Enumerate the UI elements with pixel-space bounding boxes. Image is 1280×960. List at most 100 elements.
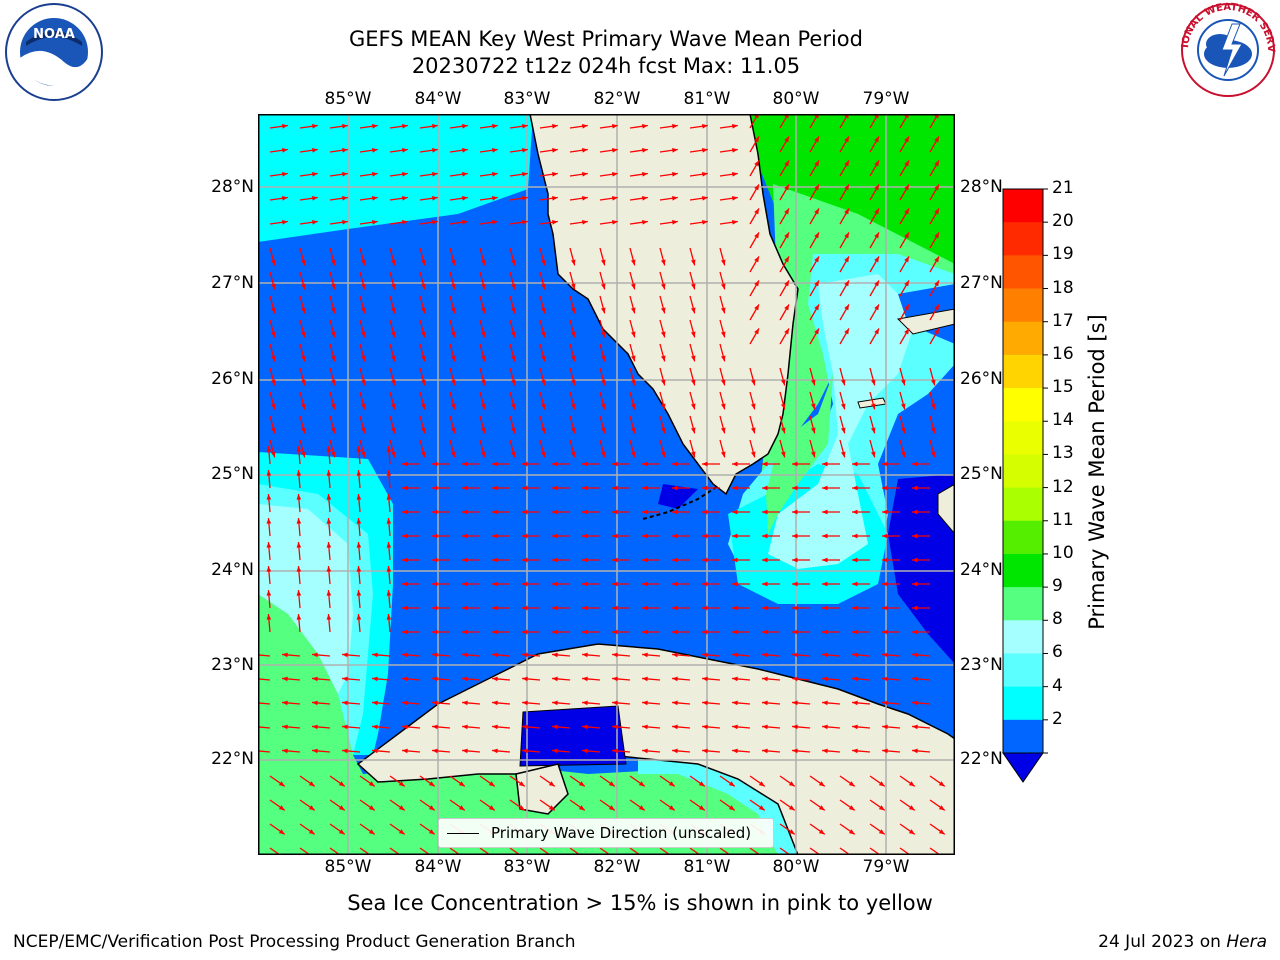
wave-direction-arrowhead xyxy=(874,232,879,239)
wave-direction-arrowhead xyxy=(660,331,666,338)
wave-direction-arrowhead xyxy=(934,160,939,167)
wave-direction-arrowhead xyxy=(762,605,768,611)
wave-direction-arrowhead xyxy=(852,700,858,706)
wave-direction-arrowhead xyxy=(510,283,516,290)
wave-direction-arrow xyxy=(258,654,271,657)
wave-direction-arrowhead xyxy=(762,509,768,515)
wave-direction-arrowhead xyxy=(612,485,618,491)
wave-direction-arrowhead xyxy=(342,219,348,225)
wave-direction-arrowhead xyxy=(672,533,678,539)
wave-direction-arrowhead xyxy=(582,219,588,225)
wave-direction-arrowhead xyxy=(480,379,486,386)
wave-direction-arrowhead xyxy=(462,605,468,611)
wave-direction-arrowhead xyxy=(540,259,546,266)
lon-label-top: 80°W xyxy=(772,89,820,109)
lat-label-left: 28°N xyxy=(211,177,254,197)
wave-direction-arrowhead xyxy=(822,605,828,611)
wave-direction-arrowhead xyxy=(904,160,909,167)
colorbar-segment xyxy=(1003,288,1043,323)
wave-direction-arrowhead xyxy=(672,171,678,177)
wave-direction-arrowhead xyxy=(702,485,708,491)
wave-direction-arrow xyxy=(629,847,642,855)
wave-direction-arrow xyxy=(509,847,522,855)
wave-direction-arrowhead xyxy=(784,256,789,263)
wave-direction-arrowhead xyxy=(792,676,798,682)
wave-direction-arrowhead xyxy=(912,629,918,635)
wave-direction-arrowhead xyxy=(612,605,618,611)
wave-direction-arrowhead xyxy=(690,403,696,410)
wave-direction-arrowhead xyxy=(912,700,918,706)
wave-direction-arrowhead xyxy=(356,518,362,524)
wave-direction-arrowhead xyxy=(296,590,302,596)
wave-direction-arrowhead xyxy=(510,451,516,458)
wave-direction-arrowhead xyxy=(312,748,318,754)
wave-direction-arrowhead xyxy=(912,652,918,658)
colorbar-tick-label: 4 xyxy=(1052,675,1063,696)
wave-direction-arrowhead xyxy=(912,724,918,730)
wave-direction-arrowhead xyxy=(844,160,849,167)
wave-direction-arrowhead xyxy=(852,485,858,491)
wave-direction-arrowhead xyxy=(930,427,936,434)
wave-direction-arrow xyxy=(809,847,822,855)
wave-direction-arrowhead xyxy=(732,461,738,467)
wave-direction-arrowhead xyxy=(552,509,558,515)
wave-direction-arrowhead xyxy=(492,219,498,225)
wave-direction-arrowhead xyxy=(844,208,849,215)
wave-direction-arrowhead xyxy=(402,123,408,129)
wave-direction-arrowhead xyxy=(390,283,396,290)
wave-direction-arrowhead xyxy=(342,171,348,177)
wave-direction-arrowhead xyxy=(356,542,362,548)
wave-direction-arrowhead xyxy=(792,509,798,515)
wave-direction-arrowhead xyxy=(702,509,708,515)
wave-direction-arrowhead xyxy=(552,581,558,587)
wave-direction-arrowhead xyxy=(750,379,756,386)
wave-direction-arrowhead xyxy=(702,652,708,658)
wave-direction-arrowhead xyxy=(844,328,849,335)
wave-direction-arrowhead xyxy=(930,451,936,458)
wave-direction-arrowhead xyxy=(642,748,648,754)
wave-direction-arrowhead xyxy=(672,748,678,754)
wave-direction-arrowhead xyxy=(312,219,318,225)
wave-direction-arrow xyxy=(569,847,582,855)
wave-direction-arrowhead xyxy=(432,557,438,563)
wave-direction-arrowhead xyxy=(844,184,849,191)
wave-direction-arrowhead xyxy=(582,605,588,611)
wave-direction-arrowhead xyxy=(672,724,678,730)
wave-direction-arrowhead xyxy=(690,283,696,290)
wave-direction-arrowhead xyxy=(690,451,696,458)
wave-direction-arrowhead xyxy=(270,451,276,458)
wave-direction-arrowhead xyxy=(642,485,648,491)
wave-direction-arrowhead xyxy=(522,700,528,706)
wave-direction-arrowhead xyxy=(522,557,528,563)
wave-direction-arrowhead xyxy=(432,171,438,177)
wave-direction-arrowhead xyxy=(522,171,528,177)
lon-label-top: 82°W xyxy=(593,89,641,109)
wave-direction-arrowhead xyxy=(844,304,849,311)
wave-direction-arrowhead xyxy=(488,805,495,811)
wave-direction-arrowhead xyxy=(732,485,738,491)
wave-direction-arrowhead xyxy=(386,470,392,476)
wave-direction-arrowhead xyxy=(356,614,362,620)
wave-direction-arrowhead xyxy=(432,605,438,611)
wave-direction-arrowhead xyxy=(432,485,438,491)
wave-direction-arrowhead xyxy=(270,379,276,386)
wave-direction-arrowhead xyxy=(672,700,678,706)
wave-direction-arrowhead xyxy=(552,533,558,539)
wave-direction-arrow xyxy=(419,847,432,855)
wave-direction-arrowhead xyxy=(338,805,345,811)
wave-direction-arrowhead xyxy=(900,403,906,410)
wave-direction-arrowhead xyxy=(660,307,666,314)
wave-direction-arrowhead xyxy=(612,509,618,515)
wave-direction-arrowhead xyxy=(360,355,366,362)
wave-direction-arrowhead xyxy=(780,451,786,458)
wave-direction-arrowhead xyxy=(792,461,798,467)
wave-direction-arrowhead xyxy=(938,781,945,787)
wave-direction-arrowhead xyxy=(762,533,768,539)
wave-direction-arrowhead xyxy=(492,700,498,706)
wave-direction-arrowhead xyxy=(462,485,468,491)
wave-direction-arrowhead xyxy=(852,533,858,539)
wave-direction-arrowhead xyxy=(462,123,468,129)
wave-direction-arrowhead xyxy=(912,605,918,611)
wave-direction-arrowhead xyxy=(432,748,438,754)
wave-direction-arrowhead xyxy=(390,307,396,314)
